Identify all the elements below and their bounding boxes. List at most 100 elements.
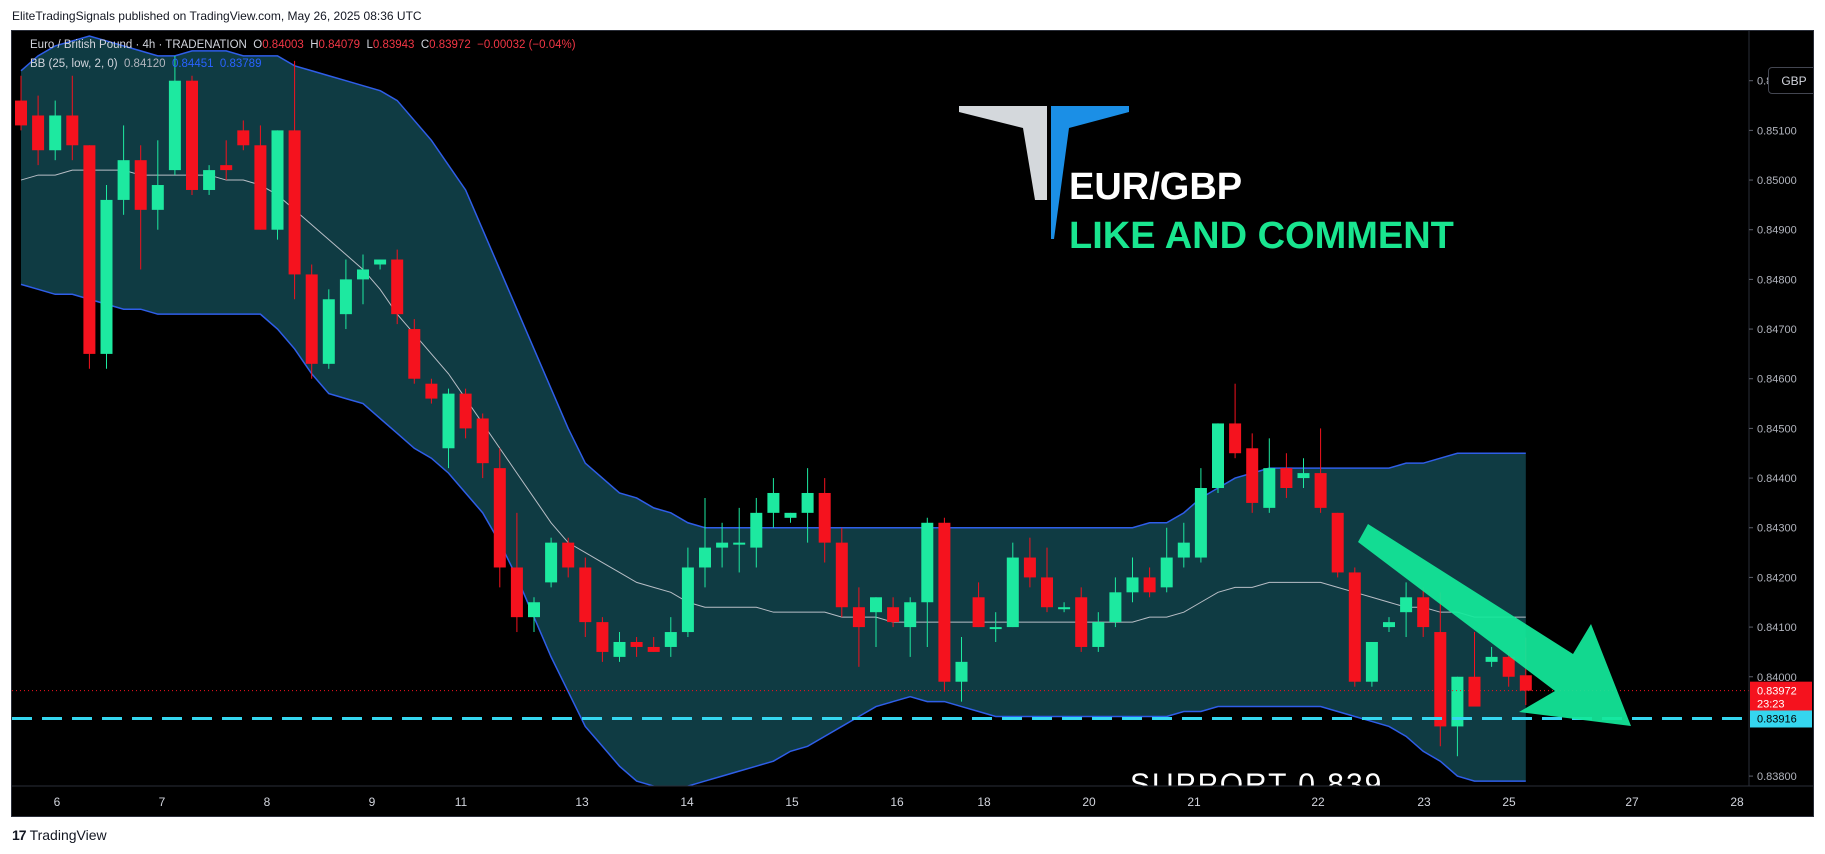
candle-body	[1502, 656, 1515, 677]
candle	[579, 557, 592, 638]
candle	[647, 637, 660, 652]
time-tick-label: 11	[455, 795, 468, 809]
candle	[1280, 453, 1293, 498]
candle-body	[579, 567, 592, 623]
candle	[1348, 567, 1361, 687]
candle-body	[1041, 577, 1053, 608]
price-tick-label: 0.85100	[1757, 125, 1797, 137]
candle	[852, 587, 865, 667]
candle-body	[134, 160, 147, 210]
candle	[271, 130, 284, 240]
candlestick-chart[interactable]: EUR/GBP LIKE AND COMMENT SUPPORT 0.839 0…	[12, 31, 1814, 817]
candle	[1400, 582, 1413, 638]
candle	[254, 125, 267, 230]
candle-body	[1246, 448, 1259, 503]
downtrend-arrow	[1358, 524, 1631, 726]
candle-body	[767, 492, 780, 513]
candle	[510, 512, 523, 633]
candle	[305, 264, 318, 379]
candle	[493, 448, 506, 588]
candle	[801, 468, 814, 543]
candle-body	[203, 170, 216, 190]
candle	[425, 378, 438, 404]
candle	[203, 165, 216, 195]
time-tick-label: 20	[1082, 795, 1096, 809]
candle	[1383, 617, 1395, 633]
candle-body	[322, 299, 335, 364]
price-tick-label: 0.85000	[1757, 175, 1797, 187]
candle-body	[391, 259, 404, 315]
candle-body	[1229, 423, 1242, 454]
symbol-name: Euro / British Pound · 4h · TRADENATION	[30, 39, 247, 51]
candle-body	[904, 602, 917, 628]
chart-panel[interactable]: EUR/GBP LIKE AND COMMENT SUPPORT 0.839 0…	[11, 30, 1814, 817]
candle	[562, 537, 575, 578]
candle-body	[818, 492, 831, 543]
candle-body	[1126, 577, 1139, 593]
candle-body	[476, 418, 489, 464]
candle	[887, 597, 900, 628]
candle-body	[49, 115, 62, 151]
candle	[1246, 433, 1259, 513]
candle-body	[254, 145, 267, 230]
candle-body	[562, 542, 575, 568]
candle	[357, 254, 369, 305]
candle	[733, 507, 746, 573]
bb-lower-value: 0.83789	[219, 58, 262, 70]
open-value: 0.84003	[262, 39, 304, 51]
candle-body	[699, 547, 711, 568]
candle	[476, 413, 489, 479]
candle-body	[1383, 622, 1395, 628]
price-tick-label: 0.84800	[1757, 274, 1797, 286]
candle-body	[750, 512, 763, 548]
candle	[1365, 641, 1378, 687]
last-price-box	[1750, 681, 1812, 712]
candle	[681, 547, 694, 638]
candle-body	[117, 160, 130, 200]
candle-body	[1331, 512, 1344, 573]
candle-body	[32, 115, 45, 151]
price-tick-label: 0.84500	[1757, 423, 1797, 435]
candle-body	[305, 274, 318, 364]
bb-upper-value: 0.84451	[171, 58, 214, 70]
candle-body	[1434, 632, 1447, 727]
candle-body	[716, 542, 729, 548]
candle	[186, 75, 198, 195]
candle-body	[15, 100, 27, 126]
candles	[15, 55, 1532, 757]
candle	[83, 145, 96, 369]
bb-legend: BB (25, low, 2, 0) 0.84120 0.84451 0.837…	[30, 58, 261, 70]
footer: 17 TradingView	[12, 827, 107, 843]
candle-body	[1263, 468, 1276, 508]
bollinger-band	[20, 35, 1526, 792]
candle	[1485, 646, 1498, 667]
support-price-label: 0.83916	[1757, 713, 1797, 725]
candle	[1058, 602, 1071, 613]
candle	[1075, 587, 1088, 652]
candle	[1229, 383, 1242, 459]
candle	[151, 140, 164, 230]
candle	[784, 512, 797, 523]
candle-body	[681, 567, 694, 633]
candle	[1451, 676, 1464, 757]
candle	[66, 75, 79, 161]
time-tick-label: 27	[1625, 795, 1639, 809]
candle-body	[1092, 622, 1105, 647]
currency-button[interactable]: GBP	[1768, 67, 1813, 94]
candle-body	[801, 492, 814, 513]
candle	[1434, 592, 1447, 747]
candle	[528, 597, 540, 633]
bb-basis-value: 0.84120	[123, 58, 166, 70]
high-value: 0.84079	[318, 39, 361, 51]
high-label: H	[310, 39, 319, 51]
candle-body	[596, 622, 609, 652]
candle	[1417, 587, 1430, 638]
candle	[1468, 632, 1481, 707]
candle-body	[357, 269, 369, 280]
candle-body	[1400, 597, 1413, 613]
candle	[1263, 438, 1276, 513]
candle-body	[220, 165, 233, 171]
candle	[117, 125, 130, 215]
candle-body	[1417, 597, 1430, 628]
candle	[1126, 557, 1139, 603]
